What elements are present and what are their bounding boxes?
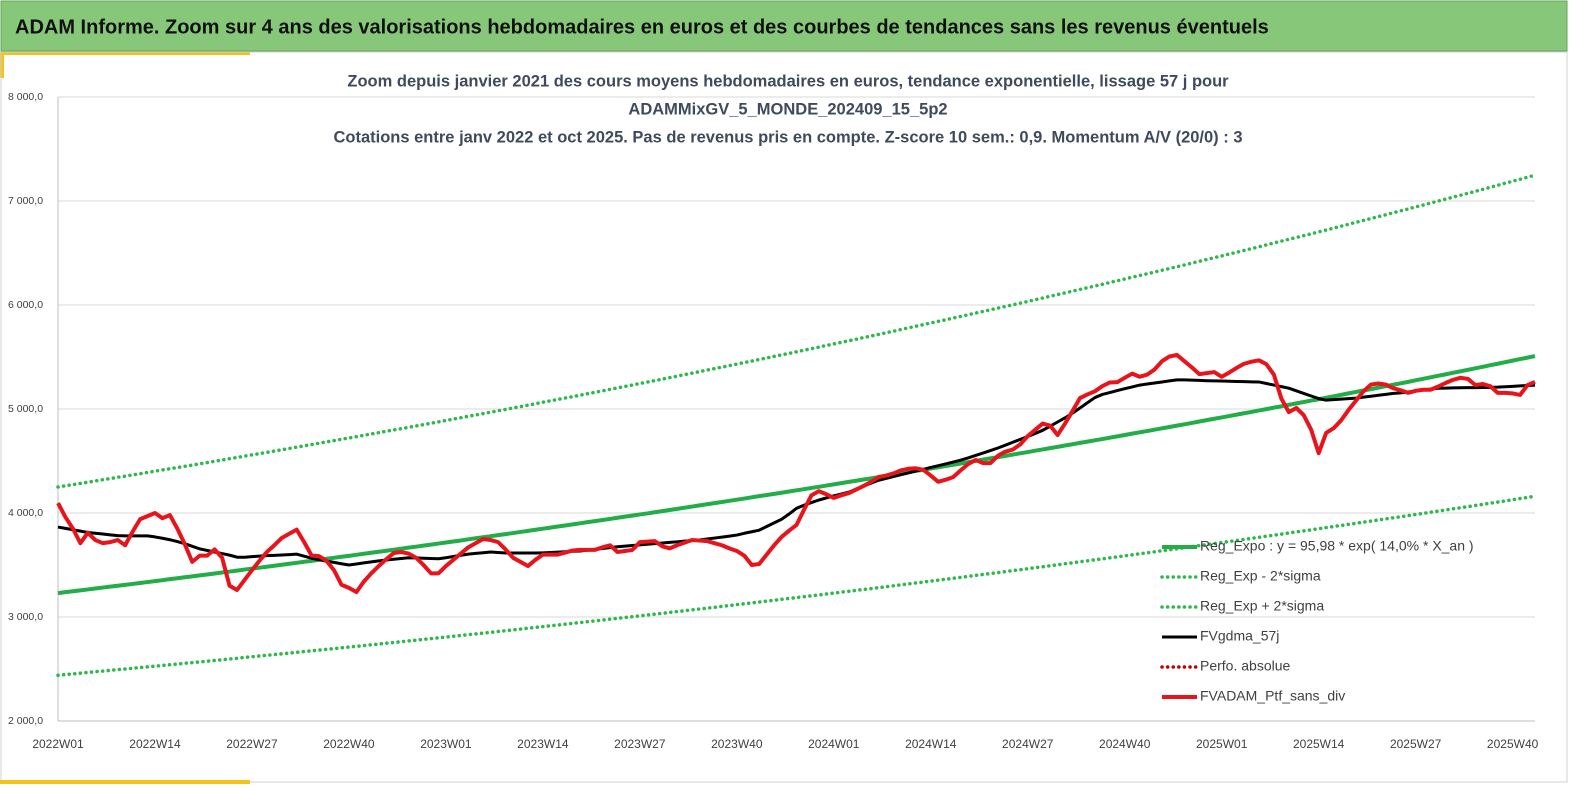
x-tick-label: 2023W01 <box>420 737 472 751</box>
chart-title: Cotations entre janv 2022 et oct 2025. P… <box>333 128 1242 146</box>
series-line <box>56 173 1537 489</box>
y-tick-label: 2 000,0 <box>8 715 43 727</box>
header-title: ADAM Informe. Zoom sur 4 ans des valoris… <box>15 16 1269 38</box>
y-tick-label: 4 000,0 <box>8 507 43 519</box>
x-tick-label: 2022W40 <box>323 737 375 751</box>
x-tick-label: 2024W01 <box>808 737 860 751</box>
y-tick-label: 6 000,0 <box>8 299 43 311</box>
x-tick-label: 2025W40 <box>1487 737 1539 751</box>
y-tick-label: 7 000,0 <box>8 195 43 207</box>
x-tick-label: 2023W40 <box>711 737 763 751</box>
x-tick-label: 2024W14 <box>905 737 957 751</box>
x-tick-label: 2024W40 <box>1099 737 1151 751</box>
y-tick-label: 3 000,0 <box>8 611 43 623</box>
x-tick-label: 2023W14 <box>517 737 569 751</box>
legend-label: FVADAM_Ptf_sans_div <box>1200 688 1345 704</box>
x-tick-label: 2025W27 <box>1390 737 1442 751</box>
y-tick-label: 5 000,0 <box>8 403 43 415</box>
x-tick-label: 2025W01 <box>1196 737 1248 751</box>
series-line <box>57 354 1536 596</box>
legend-label: FVgdma_57j <box>1200 628 1279 644</box>
legend-label: Reg_Exp - 2*sigma <box>1200 568 1321 584</box>
legend-label: Reg_Exp + 2*sigma <box>1200 598 1324 614</box>
accent <box>0 780 250 784</box>
series-line <box>56 352 1536 595</box>
x-tick-label: 2022W14 <box>129 737 181 751</box>
x-tick-label: 2025W14 <box>1293 737 1345 751</box>
chart-title: Zoom depuis janvier 2021 des cours moyen… <box>347 72 1229 90</box>
x-tick-label: 2023W27 <box>614 737 666 751</box>
chart-title: ADAMMixGV_5_MONDE_202409_15_5p2 <box>628 100 947 118</box>
x-tick-label: 2022W27 <box>226 737 278 751</box>
legend-label: Perfo. absolue <box>1200 658 1290 674</box>
series-line <box>57 378 1536 567</box>
header-bar <box>0 0 1568 52</box>
x-tick-label: 2024W27 <box>1002 737 1054 751</box>
chart-frame <box>0 51 1568 783</box>
series-line <box>56 494 1537 677</box>
x-tick-label: 2022W01 <box>32 737 84 751</box>
accent <box>0 52 4 78</box>
accent <box>0 52 250 55</box>
y-tick-label: 8 000,0 <box>8 91 43 103</box>
legend-label: Reg_Expo : y = 95,98 * exp( 14,0% * X_an… <box>1200 538 1474 554</box>
